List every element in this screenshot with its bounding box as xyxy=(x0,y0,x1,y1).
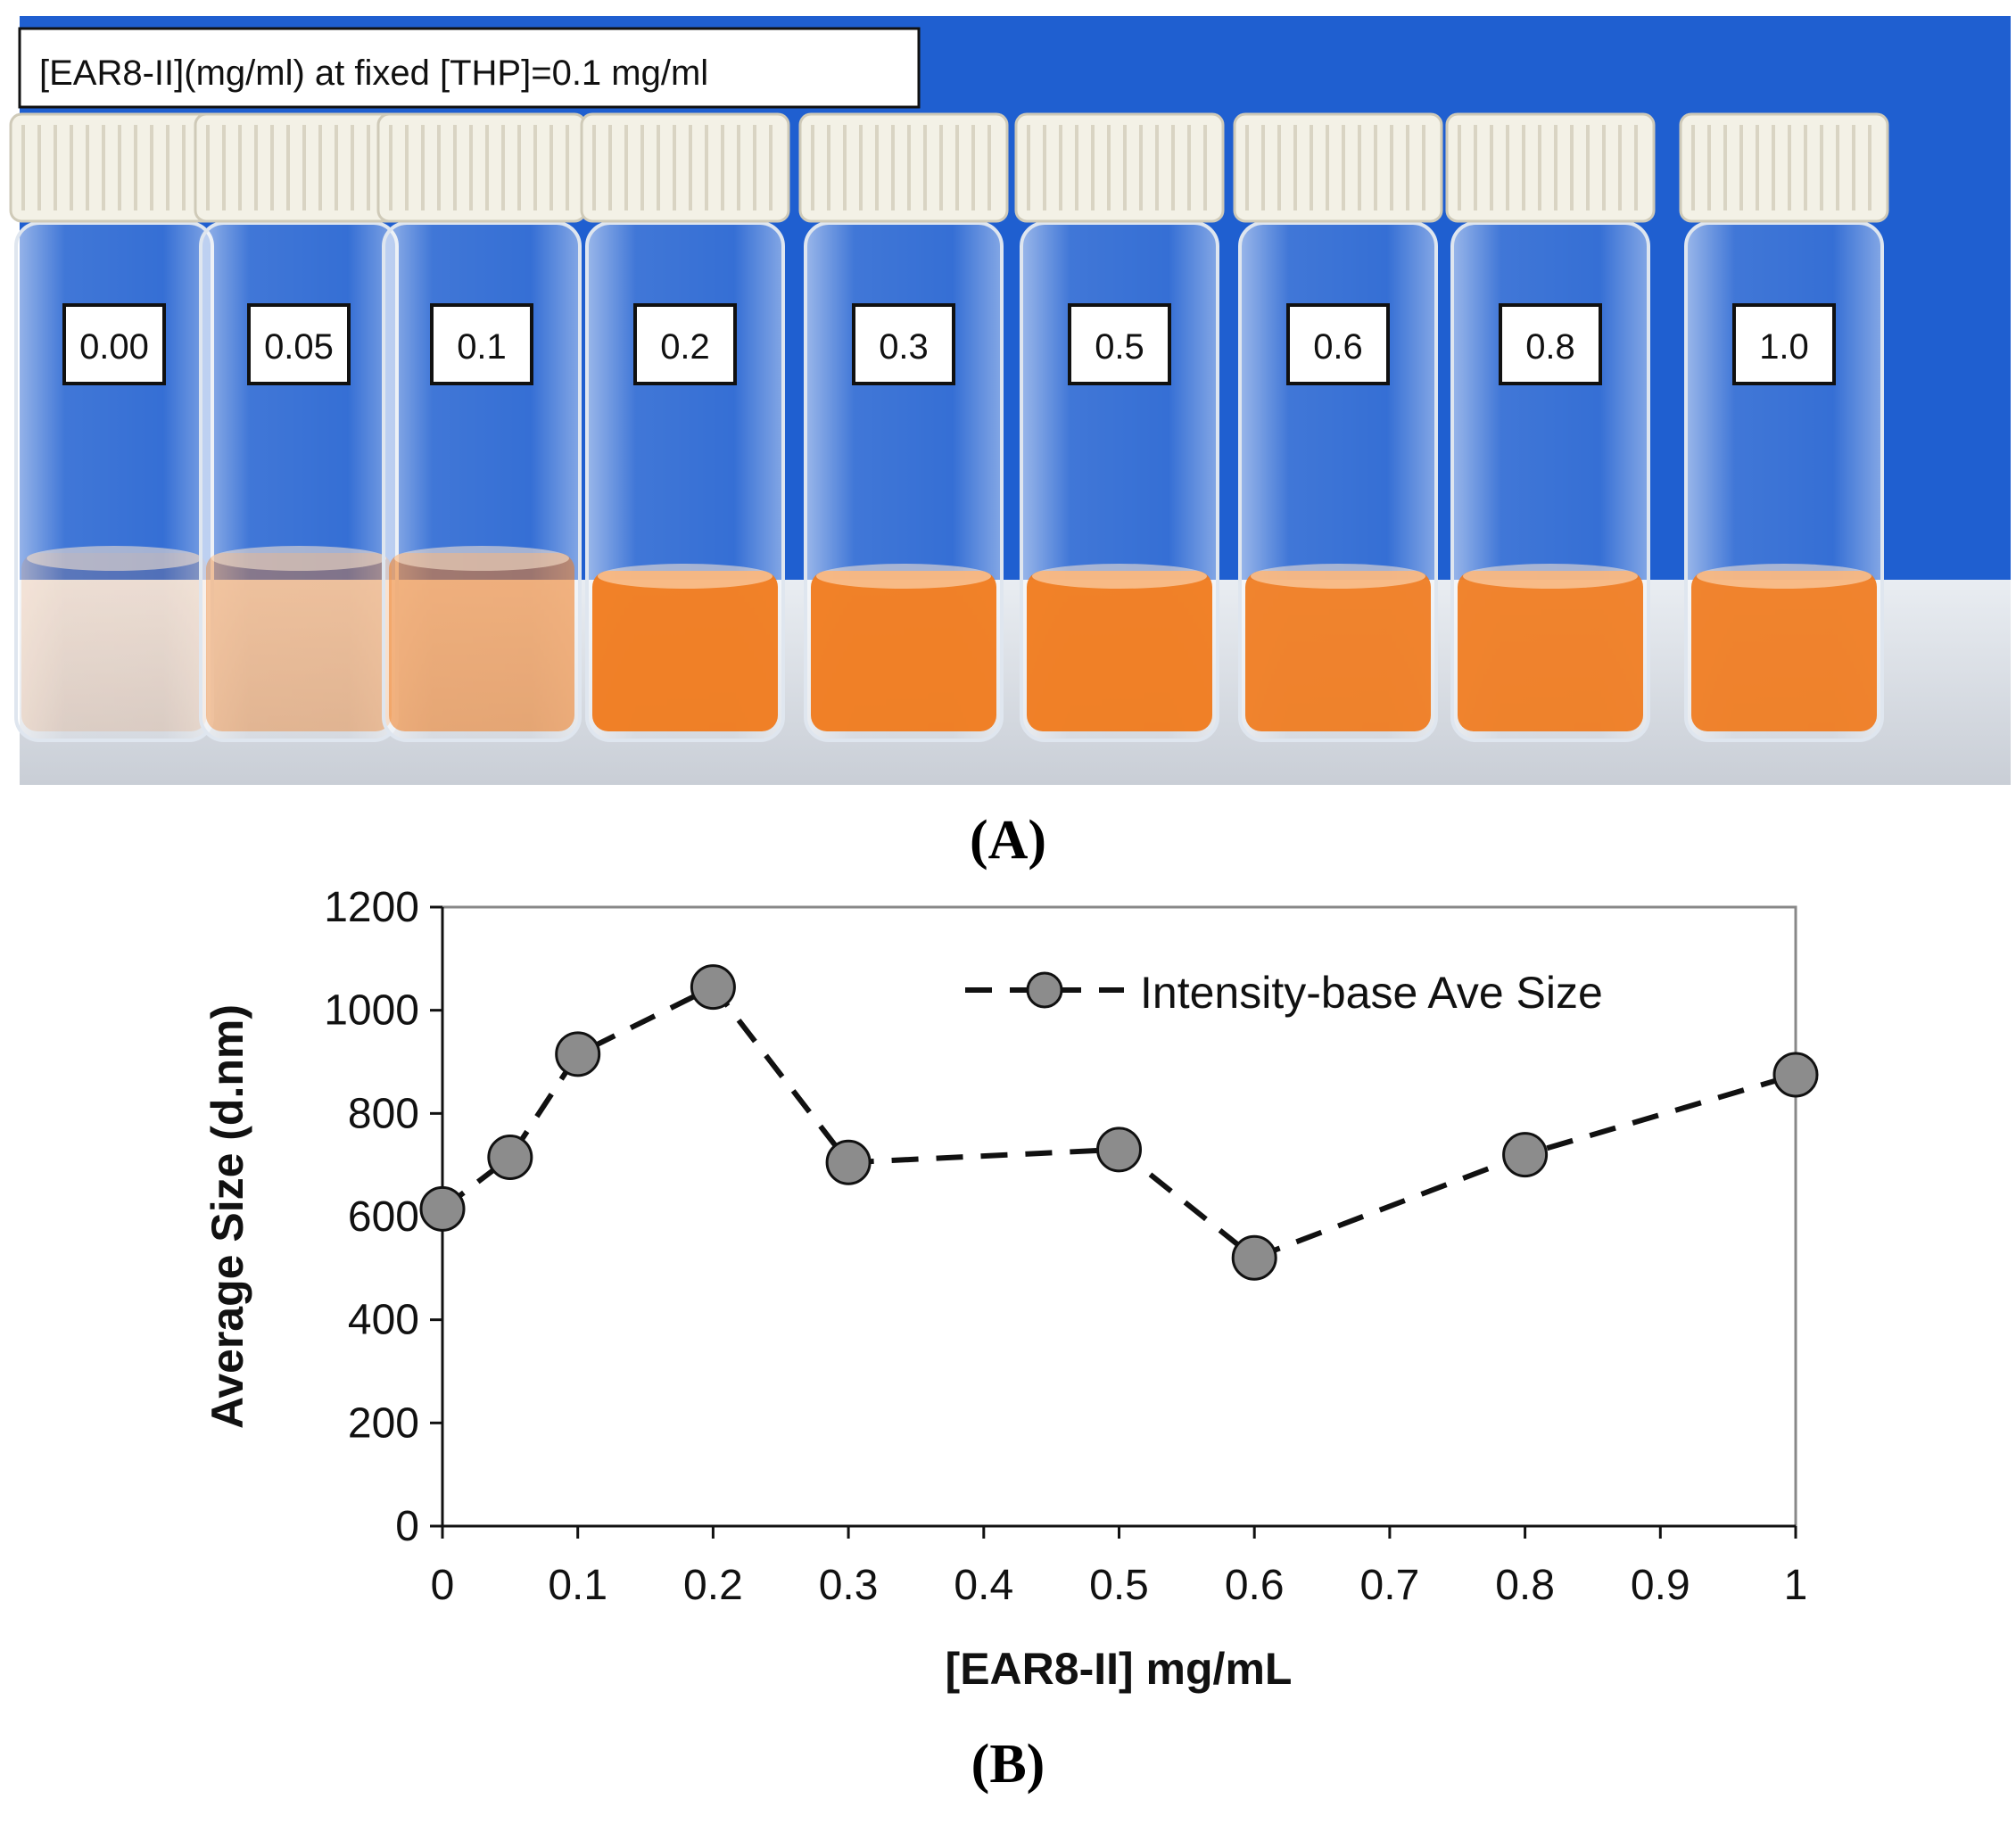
legend: Intensity-base Ave Size xyxy=(965,968,1603,1018)
x-tick-label: 0.9 xyxy=(1631,1562,1690,1609)
vial-label: 0.2 xyxy=(660,327,710,367)
vial-liquid xyxy=(1458,571,1643,731)
data-point xyxy=(555,1031,601,1077)
vial-cap xyxy=(9,112,219,223)
x-tick-label: 0 xyxy=(431,1562,455,1609)
liquid-meniscus xyxy=(27,546,202,571)
x-tick-label: 1 xyxy=(1784,1562,1808,1609)
vial: 0.6 xyxy=(1233,112,1443,742)
vial-label: 0.3 xyxy=(879,327,929,367)
vial: 0.1 xyxy=(376,112,587,742)
data-point xyxy=(1502,1132,1549,1178)
liquid-meniscus xyxy=(211,546,386,571)
y-tick-label: 400 xyxy=(348,1297,419,1344)
vial-label: 0.00 xyxy=(79,327,149,367)
y-axis-label: Average Size (d.nm) xyxy=(202,1004,252,1429)
liquid-meniscus xyxy=(1697,564,1871,589)
vial-label: 1.0 xyxy=(1759,327,1809,367)
x-tick-label: 0.6 xyxy=(1225,1562,1285,1609)
vial-cap xyxy=(798,112,1009,223)
x-tick-label: 0.2 xyxy=(683,1562,743,1609)
y-tick-label: 800 xyxy=(348,1090,419,1137)
photo-header-box: [EAR8-II](mg/ml) at fixed [THP]=0.1 mg/m… xyxy=(18,27,921,109)
liquid-meniscus xyxy=(598,564,773,589)
vial-label: 0.5 xyxy=(1095,327,1144,367)
vial-photo-panel: 0.00 0.05 0.1 0.2 0.3 0.5 0.6 0.8 1.0 [EAR8-II](… xyxy=(9,16,2011,871)
data-point xyxy=(487,1134,533,1180)
x-tick-label: 0.5 xyxy=(1089,1562,1149,1609)
vial-liquid xyxy=(206,553,392,731)
vial-label-box xyxy=(1286,303,1390,385)
vial-label: 0.6 xyxy=(1313,327,1363,367)
vial-label-box xyxy=(1068,303,1171,385)
vial: 0.8 xyxy=(1445,112,1656,742)
vial-label-box xyxy=(247,303,351,385)
vial-label: 0.1 xyxy=(457,327,507,367)
vial-liquid xyxy=(1245,571,1431,731)
vial-liquid xyxy=(389,553,574,731)
vial: 0.2 xyxy=(580,112,790,742)
liquid-meniscus xyxy=(394,546,569,571)
x-tick-label: 0.8 xyxy=(1495,1562,1555,1609)
data-point xyxy=(1772,1052,1819,1098)
vial: 1.0 xyxy=(1679,112,1889,742)
legend-marker-swatch xyxy=(1026,971,1063,1009)
x-axis-label: [EAR8-II] mg/mL xyxy=(946,1644,1293,1694)
vial-cap xyxy=(1679,112,1889,223)
x-tick-label: 0.1 xyxy=(548,1562,607,1609)
vial-row: 0.00 0.05 0.1 0.2 0.3 0.5 0.6 0.8 1.0 xyxy=(9,112,1889,742)
data-point xyxy=(690,964,736,1011)
y-tick-label: 1000 xyxy=(324,987,419,1035)
vial-label-box xyxy=(852,303,955,385)
data-point xyxy=(1231,1234,1277,1281)
vial: 0.05 xyxy=(194,112,404,742)
vial-liquid xyxy=(1027,571,1212,731)
vial-label-box xyxy=(1732,303,1836,385)
liquid-meniscus xyxy=(1463,564,1638,589)
vial-label-box xyxy=(62,303,166,385)
x-axis-ticks: 0 0.1 0.2 0.3 0.4 0.5 0.6 0.7 0.8 0.9 1 xyxy=(431,1526,1808,1609)
liquid-meniscus xyxy=(816,564,991,589)
liquid-meniscus xyxy=(1251,564,1425,589)
vial-cap xyxy=(1233,112,1443,223)
vial-liquid xyxy=(811,571,996,731)
vial-cap xyxy=(1014,112,1225,223)
vial-liquid xyxy=(21,553,207,731)
vial-label-box xyxy=(633,303,737,385)
vial: 0.3 xyxy=(798,112,1009,742)
data-point xyxy=(419,1185,466,1232)
series-line-intensity-size xyxy=(441,983,1797,1261)
vial-label: 0.05 xyxy=(264,327,334,367)
y-tick-label: 600 xyxy=(348,1193,419,1241)
y-tick-label: 0 xyxy=(395,1503,419,1550)
panel-label-a: (A) xyxy=(970,810,1046,871)
y-tick-label: 200 xyxy=(348,1399,419,1447)
vial: 0.00 xyxy=(9,112,219,742)
legend-label: Intensity-base Ave Size xyxy=(1140,968,1603,1018)
vial-label-box xyxy=(430,303,533,385)
plot-area-frame xyxy=(441,905,1797,1528)
data-point xyxy=(1096,1127,1142,1173)
vial-label: 0.8 xyxy=(1525,327,1575,367)
vial-cap xyxy=(580,112,790,223)
panel-label-b: (B) xyxy=(971,1734,1045,1795)
vial-label-box xyxy=(1499,303,1602,385)
vial: 0.5 xyxy=(1014,112,1225,742)
vial-liquid xyxy=(592,571,778,731)
series-points xyxy=(419,964,1819,1281)
x-tick-label: 0.4 xyxy=(954,1562,1013,1609)
liquid-meniscus xyxy=(1032,564,1207,589)
vial-liquid xyxy=(1691,571,1877,731)
x-tick-label: 0.7 xyxy=(1360,1562,1420,1609)
photo-header-text: [EAR8-II](mg/ml) at fixed [THP]=0.1 mg/m… xyxy=(39,54,708,93)
vial-cap xyxy=(194,112,404,223)
x-tick-label: 0.3 xyxy=(819,1562,879,1609)
vial-cap xyxy=(1445,112,1656,223)
vial-cap xyxy=(376,112,587,223)
data-point xyxy=(825,1139,872,1185)
